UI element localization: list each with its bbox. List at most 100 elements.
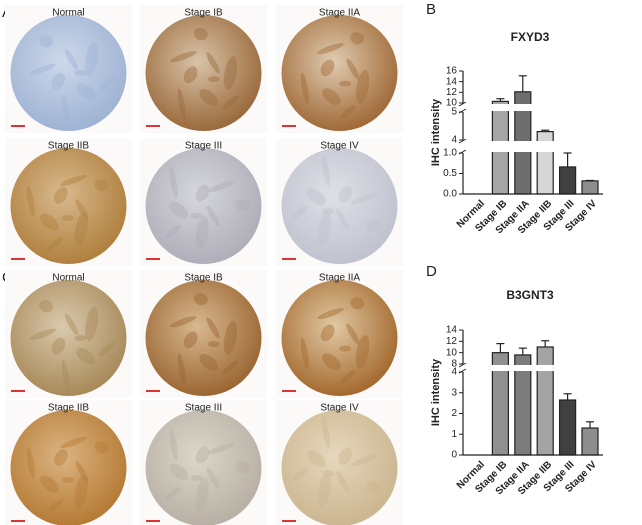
y-tick-label: 4 [451, 135, 457, 146]
panel-letter: B [426, 1, 436, 18]
tissue-texture [207, 76, 220, 83]
image-caption: Stage III [185, 403, 222, 414]
tissue-texture [351, 192, 378, 204]
tissue-texture [190, 474, 203, 481]
tissue-texture [170, 51, 197, 63]
tissue-texture [190, 212, 203, 219]
y-tick-label: 10 [446, 347, 458, 358]
tissue-texture [222, 95, 239, 110]
tissue-texture [350, 32, 365, 45]
y-tick-label: 0 [451, 450, 457, 461]
tissue-texture [170, 316, 197, 328]
tissue-texture [26, 447, 35, 480]
y-tick-label: 3 [451, 387, 457, 398]
tissue-texture [164, 224, 181, 239]
axis-break-mark [458, 362, 467, 368]
tissue-texture [177, 88, 186, 120]
y-tick-label: 10 [446, 98, 458, 109]
tissue-texture [235, 199, 250, 212]
tissue-texture [222, 360, 239, 375]
tissue-texture [75, 199, 89, 221]
tissue-texture [74, 475, 88, 509]
y-tick-label: 4 [451, 367, 457, 378]
scale-bar [146, 125, 160, 127]
axis-break-gap [457, 104, 605, 111]
image-caption: Stage IIB [48, 403, 89, 414]
tissue-core [281, 15, 398, 131]
tissue-texture [317, 473, 332, 508]
bar [581, 180, 599, 195]
tissue-texture [206, 467, 220, 489]
image-caption: Stage IB [184, 273, 223, 284]
tissue-texture [366, 219, 381, 232]
tissue-texture [235, 461, 250, 474]
tissue-texture [74, 213, 88, 247]
tissue-texture [53, 187, 68, 204]
tissue-core [145, 15, 262, 131]
y-tick-label: 0.5 [443, 168, 457, 179]
tissue-core [281, 148, 398, 264]
tissue-texture [99, 77, 115, 91]
tissue-texture [356, 335, 370, 369]
tissue-core [281, 280, 398, 396]
tissue-texture [292, 205, 308, 220]
tissue-texture [199, 354, 218, 371]
scale-bar [282, 520, 296, 522]
tissue-texture [60, 174, 87, 187]
tissue-texture [85, 307, 99, 341]
tissue-texture [366, 481, 381, 494]
tissue-core [145, 410, 262, 525]
tissue-texture [94, 179, 109, 192]
y-tick-label: 12 [446, 87, 458, 98]
image-caption: Stage IB [184, 8, 223, 19]
tissue-texture [29, 328, 56, 340]
image-caption: Normal [52, 273, 84, 284]
tissue-texture [339, 370, 356, 384]
scale-bar [146, 258, 160, 260]
image-caption: Stage IIB [48, 141, 89, 152]
tissue-texture [195, 478, 209, 512]
scale-bar [282, 258, 296, 260]
tissue-texture [207, 443, 235, 455]
scale-bar [11, 520, 25, 522]
image-caption: Stage III [185, 141, 222, 152]
axis-break-mark [458, 101, 467, 107]
tissue-texture [346, 58, 360, 80]
y-tick-label: 1.0 [443, 148, 457, 159]
bar [536, 346, 554, 456]
y-tick-label: 0.0 [443, 189, 457, 200]
chart-title: FXYD3 [511, 30, 550, 44]
tissue-texture [300, 337, 309, 370]
y-axis-label: IHC intensity [430, 98, 442, 166]
tissue-texture [29, 63, 56, 75]
tissue-texture [321, 154, 330, 187]
tissue-texture [206, 317, 220, 339]
bar [581, 427, 599, 456]
tissue-texture [338, 185, 353, 203]
tissue-core [145, 148, 262, 264]
y-tick-label: 1 [451, 429, 457, 440]
tissue-core [145, 280, 262, 396]
tissue-texture [346, 323, 360, 345]
tissue-texture [207, 341, 220, 348]
tissue-texture [76, 82, 95, 100]
tissue-texture [339, 345, 352, 352]
tissue-texture [339, 105, 356, 119]
tissue-texture [339, 80, 352, 87]
tissue-core [10, 15, 127, 131]
scale-bar [146, 390, 160, 392]
tissue-texture [307, 450, 326, 468]
chart-title: B3GNT3 [506, 288, 554, 302]
tissue-texture [317, 211, 332, 246]
tissue-texture [195, 184, 210, 202]
scale-bar [11, 125, 25, 127]
scale-bar [11, 258, 25, 260]
tissue-texture [99, 342, 115, 356]
image-caption: Stage IIA [319, 8, 360, 19]
tissue-texture [94, 441, 109, 454]
tissue-texture [356, 70, 370, 104]
y-tick-label: 5 [451, 107, 457, 118]
axis-break-gap [457, 141, 605, 152]
tissue-texture [195, 216, 209, 250]
y-tick-label: 12 [446, 336, 458, 347]
